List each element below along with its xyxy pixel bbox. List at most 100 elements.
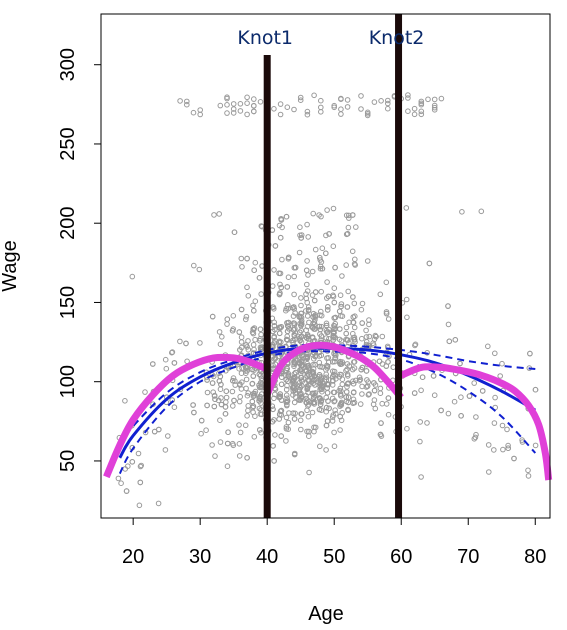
data-point — [217, 330, 222, 335]
data-point — [218, 418, 223, 423]
x-tick-label: 80 — [524, 546, 546, 568]
data-point — [192, 410, 197, 415]
data-point — [365, 259, 370, 264]
data-point-high-earner — [252, 97, 257, 102]
data-point — [386, 317, 391, 322]
data-point — [210, 314, 215, 319]
data-point — [257, 276, 262, 281]
data-point — [474, 415, 479, 420]
data-point — [226, 430, 231, 435]
data-point — [352, 301, 357, 306]
data-point — [143, 390, 148, 395]
data-point — [500, 361, 505, 366]
data-point — [218, 440, 223, 445]
data-point-high-earner — [185, 102, 190, 107]
data-point — [372, 388, 377, 393]
data-point-high-earner — [238, 109, 243, 114]
data-point — [364, 328, 369, 333]
data-point — [447, 339, 452, 344]
data-point — [245, 456, 250, 461]
data-point — [210, 443, 215, 448]
data-point — [130, 274, 135, 279]
data-point — [325, 391, 330, 396]
data-point — [278, 235, 283, 240]
data-point — [123, 467, 128, 472]
data-point — [156, 501, 161, 506]
data-point-high-earner — [285, 105, 290, 110]
data-point — [240, 265, 245, 270]
data-point — [272, 459, 277, 464]
data-point — [218, 387, 223, 392]
data-point — [446, 411, 451, 416]
data-point — [380, 334, 385, 339]
data-point — [172, 361, 177, 366]
data-point — [306, 235, 311, 240]
data-point — [212, 213, 217, 218]
data-point-high-earner — [272, 107, 277, 112]
data-point — [453, 338, 458, 343]
data-point — [386, 412, 391, 417]
data-point — [224, 389, 229, 394]
data-point — [223, 405, 228, 410]
data-point — [232, 398, 237, 403]
data-point — [210, 381, 215, 386]
data-point — [528, 351, 533, 356]
data-point — [230, 389, 235, 394]
plot-frame — [101, 14, 550, 518]
data-point — [298, 225, 303, 230]
data-point — [379, 421, 384, 426]
data-point — [299, 303, 304, 308]
data-point — [163, 448, 168, 453]
data-point — [352, 325, 357, 330]
data-point — [279, 382, 284, 387]
data-point-high-earner — [198, 108, 203, 113]
data-point — [460, 210, 465, 215]
data-point — [505, 427, 510, 432]
data-point — [204, 428, 209, 433]
data-point-high-earner — [238, 102, 243, 107]
data-point — [324, 423, 329, 428]
data-point — [270, 284, 275, 289]
data-point — [239, 256, 244, 261]
data-point — [311, 211, 316, 216]
data-point — [358, 402, 363, 407]
data-point — [338, 327, 343, 332]
data-point-high-earner — [439, 96, 444, 101]
data-point — [418, 439, 423, 444]
scatter-points — [116, 93, 538, 508]
data-point — [205, 403, 210, 408]
data-point — [432, 393, 437, 398]
x-tick-label: 70 — [457, 546, 479, 568]
data-point — [479, 209, 484, 214]
data-point — [271, 444, 276, 449]
data-point — [326, 305, 331, 310]
data-point — [220, 335, 225, 340]
data-point — [310, 269, 315, 274]
data-point — [419, 388, 424, 393]
data-point — [332, 286, 337, 291]
data-point-high-earner — [198, 112, 203, 117]
data-point-high-earner — [258, 100, 263, 105]
data-point — [425, 421, 430, 426]
data-point — [284, 415, 289, 420]
data-point — [192, 263, 197, 268]
data-point-high-earner — [319, 98, 324, 103]
data-point — [353, 257, 358, 262]
data-point — [319, 289, 324, 294]
data-point — [501, 447, 506, 452]
data-point — [273, 433, 278, 438]
data-point — [292, 417, 297, 422]
data-point — [472, 381, 477, 386]
data-point — [324, 251, 329, 256]
data-point-high-earner — [419, 109, 424, 114]
data-point — [459, 414, 464, 419]
data-point-high-earner — [386, 98, 391, 103]
data-point-high-earner — [406, 109, 411, 114]
data-point — [492, 421, 497, 426]
data-point — [340, 274, 345, 279]
data-point-high-earner — [379, 99, 384, 104]
data-point — [239, 335, 244, 340]
data-point — [252, 308, 257, 313]
data-point-high-earner — [345, 105, 350, 110]
data-point — [277, 331, 282, 336]
